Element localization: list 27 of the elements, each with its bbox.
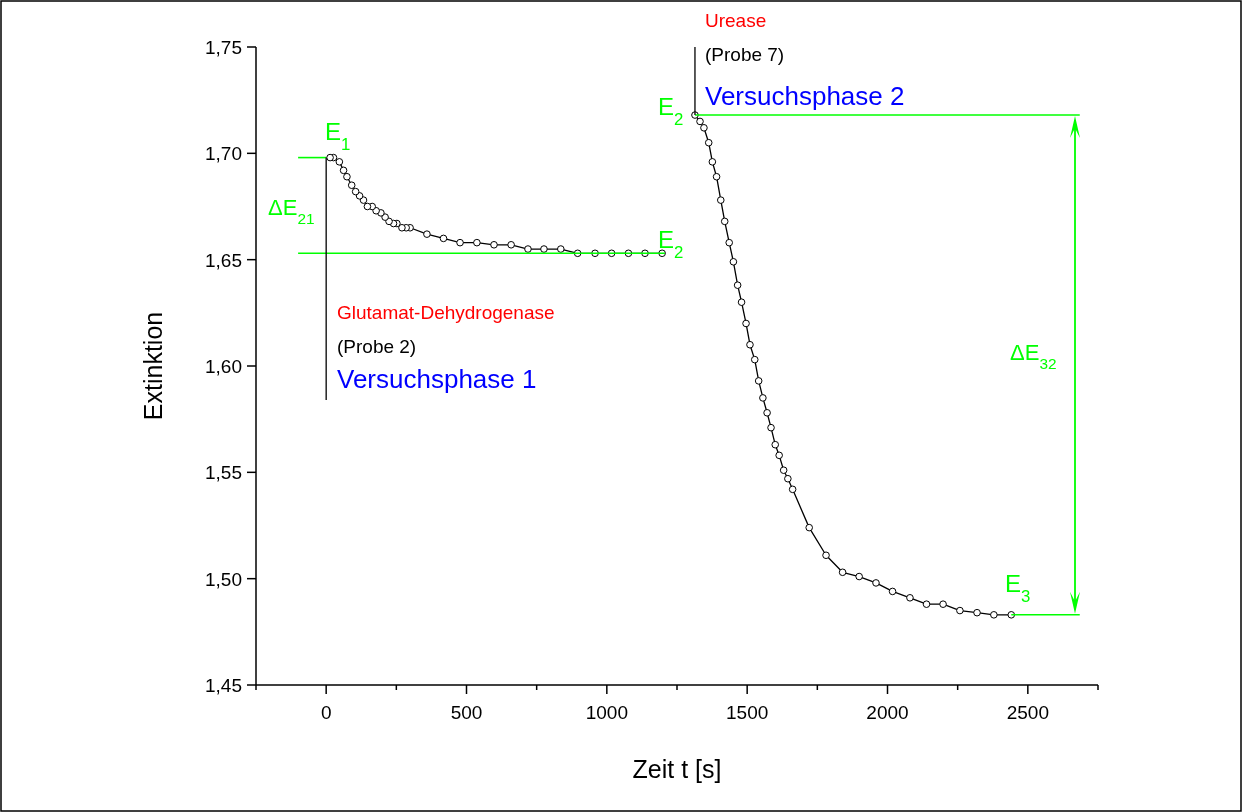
annotation: E$_{2}$ [658,93,684,129]
y-tick-label: 1,45 [205,675,242,696]
x-tick-label: 2000 [866,702,909,723]
text: Urease [705,10,767,31]
annotation: Versuchsphase 2 [705,81,905,111]
annotation: ΔE$_{32}$ [1010,340,1057,372]
x-tick-label: 1500 [726,702,769,723]
x-tick-label: 2500 [1006,702,1049,723]
x-tick-label: 500 [450,702,483,723]
y-tick-label: 1,70 [205,143,242,165]
annotation: ΔE$_{21}$ [268,195,315,227]
annotation: Versuchsphase 1 [337,364,537,394]
x-tick-label: 0 [320,702,332,723]
annotation: E$_{3}$ [1005,570,1031,606]
annotation: E$_{1}$ [325,118,351,154]
y-tick-label: 1,50 [205,568,242,590]
y-tick-label: 1,65 [205,249,242,271]
annotation: Glutamat-Dehydrogenase [337,302,555,323]
y-axis-title: Extinktion [139,311,167,421]
annotation: E$_{2}$ [658,226,684,262]
annotation: (Probe 2) [337,336,417,357]
x-tick-label: 1000 [585,702,628,723]
y-tick-label: 1,75 [205,37,242,58]
x-axis-title: Zeit t [s] [632,755,722,783]
y-tick-label: 1,60 [205,356,242,377]
annotation: (Probe 7) [705,44,785,65]
y-tick-label: 1,55 [205,462,242,484]
